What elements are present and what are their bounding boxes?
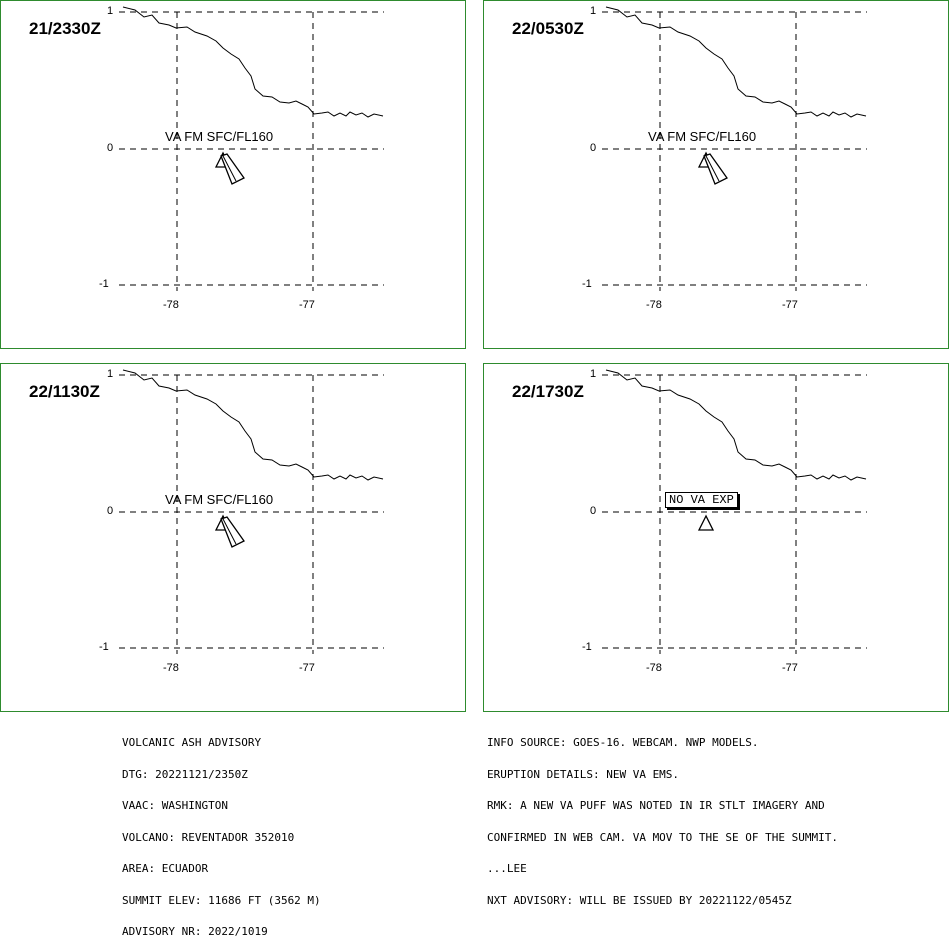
lat-tick-1: 1: [107, 5, 114, 17]
coastline: [122, 369, 384, 481]
lon-tick-minus-77: -77: [782, 299, 798, 311]
panel-time-label: 22/1730Z: [512, 382, 584, 401]
panel-3: 22/1130Z 1 0 -1 -78 -77 VA FM SFC/FL160: [0, 363, 466, 712]
advisory-line: VOLCANIC ASH ADVISORY: [122, 736, 262, 749]
advisory-line: ...LEE: [487, 862, 527, 875]
lat-tick-0: 0: [107, 505, 114, 517]
map-grid: [602, 6, 867, 291]
panel-time-label: 22/0530Z: [512, 19, 584, 38]
lat-tick-1: 1: [590, 5, 597, 17]
lat-tick-minus-1: -1: [99, 641, 109, 653]
advisory-line: VAAC: WASHINGTON: [122, 799, 228, 812]
volcano-icon: [697, 514, 715, 531]
no-va-expected-box: NO VA EXP: [665, 492, 738, 508]
lat-tick-1: 1: [590, 368, 597, 380]
advisory-line: AREA: ECUADOR: [122, 862, 209, 875]
panel-1: 21/2330Z 1 0 -1 -78 -77 VA FM SFC/FL160: [0, 0, 466, 349]
panel-time-label: 22/1130Z: [29, 382, 100, 401]
ash-cloud-icon: [220, 153, 245, 185]
panel-4: 22/1730Z 1 0 -1 -78 -77 NO VA EXP: [483, 363, 949, 712]
advisory-line: INFO SOURCE: GOES-16. WEBCAM. NWP MODELS…: [487, 736, 759, 749]
advisory-line: ERUPTION DETAILS: NEW VA EMS.: [487, 767, 680, 781]
advisory-line: ADVISORY NR: 2022/1019: [122, 925, 268, 938]
advisory-header-block: VOLCANIC ASH ADVISORY DTG: 20221121/2350…: [122, 717, 321, 948]
panel-2: 22/0530Z 1 0 -1 -78 -77 VA FM SFC/FL160: [483, 0, 949, 349]
advisory-remarks-block: INFO SOURCE: GOES-16. WEBCAM. NWP MODELS…: [487, 717, 838, 917]
lon-tick-minus-77: -77: [299, 662, 315, 674]
coastline: [605, 369, 867, 481]
advisory-line: NXT ADVISORY: WILL BE ISSUED BY 20221122…: [487, 893, 792, 907]
ash-layer-label: VA FM SFC/FL160: [648, 129, 757, 144]
panel-time-label: 21/2330Z: [29, 19, 101, 38]
lon-tick-minus-78: -78: [163, 662, 179, 674]
lat-tick-minus-1: -1: [99, 278, 109, 290]
lat-tick-0: 0: [107, 142, 114, 154]
coastline: [605, 6, 867, 118]
lat-tick-minus-1: -1: [582, 641, 592, 653]
ash-cloud-icon: [220, 516, 245, 548]
lon-tick-minus-78: -78: [646, 299, 662, 311]
advisory-line: RMK: A NEW VA PUFF WAS NOTED IN IR STLT …: [487, 799, 825, 812]
lon-tick-minus-77: -77: [782, 662, 798, 674]
lat-tick-minus-1: -1: [582, 278, 592, 290]
ash-layer-label: VA FM SFC/FL160: [165, 129, 274, 144]
lat-tick-1: 1: [107, 368, 114, 380]
lon-tick-minus-78: -78: [163, 299, 179, 311]
map-grid: [119, 369, 384, 654]
ash-cloud-icon: [703, 153, 728, 185]
lon-tick-minus-78: -78: [646, 662, 662, 674]
map-grid: [119, 6, 384, 291]
lon-tick-minus-77: -77: [299, 299, 315, 311]
coastline: [122, 6, 384, 118]
advisory-line: SUMMIT ELEV: 11686 FT (3562 M): [122, 893, 321, 907]
lat-tick-0: 0: [590, 505, 597, 517]
advisory-line: DTG: 20221121/2350Z: [122, 767, 248, 781]
lat-tick-0: 0: [590, 142, 597, 154]
advisory-line: VOLCANO: REVENTADOR 352010: [122, 830, 295, 844]
ash-layer-label: VA FM SFC/FL160: [165, 492, 274, 507]
map-grid: [602, 369, 867, 654]
advisory-line: CONFIRMED IN WEB CAM. VA MOV TO THE SE O…: [487, 830, 838, 844]
